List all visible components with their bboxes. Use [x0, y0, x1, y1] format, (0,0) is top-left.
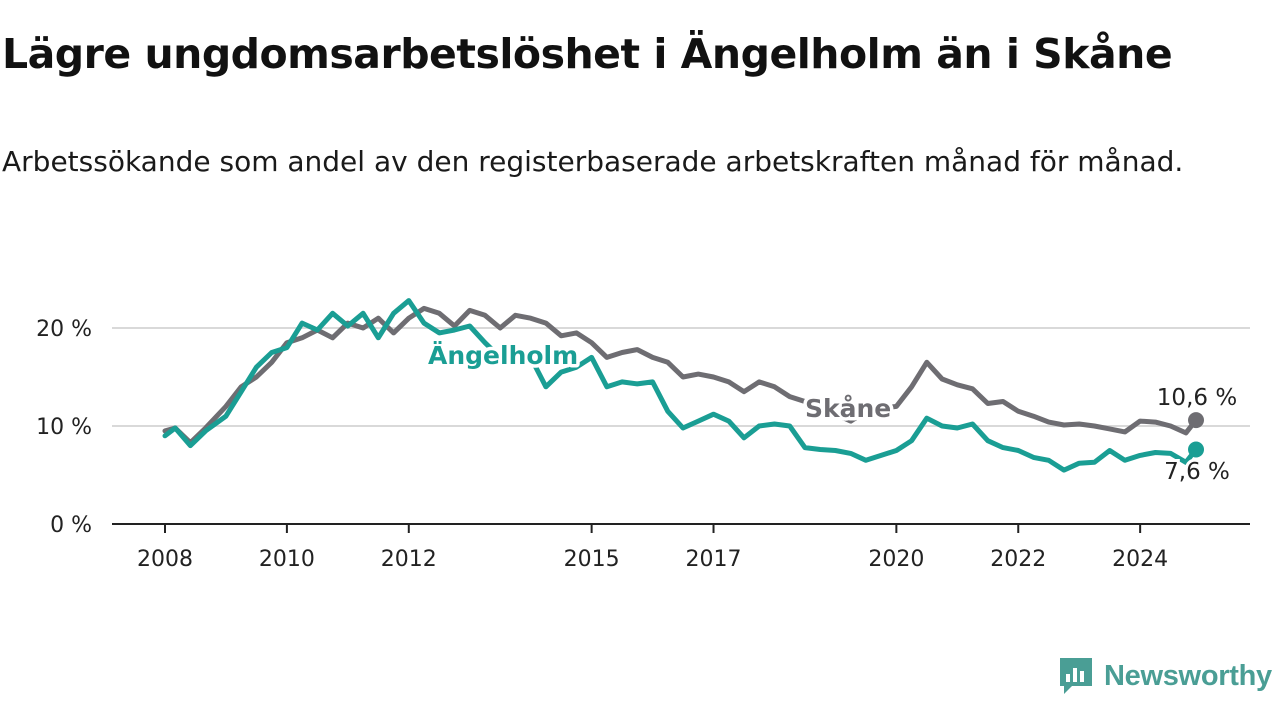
end-point-skane [1188, 412, 1205, 429]
chart-title: Lägre ungdomsarbetslöshet i Ängelholm än… [2, 30, 1173, 78]
x-tick-label: 2008 [137, 547, 193, 572]
end-value-label-skane: 10,6 % [1157, 385, 1237, 411]
brand-footer[interactable]: Newsworthy [1058, 654, 1272, 698]
x-tick-label: 2022 [990, 547, 1046, 572]
y-tick-label: 10 % [36, 415, 92, 440]
chart-subtitle: Arbetssökande som andel av den registerb… [2, 145, 1184, 178]
x-tick-label: 2017 [686, 547, 742, 572]
y-tick-label: 20 % [36, 317, 92, 342]
y-tick-label: 0 % [50, 513, 92, 538]
series-label-skane: Skåne [805, 394, 891, 423]
newsworthy-logo-icon [1060, 658, 1092, 694]
series-label-angelholm: Ängelholm [428, 340, 578, 370]
brand-name: Newsworthy [1104, 659, 1272, 692]
x-tick-label: 2012 [381, 547, 437, 572]
x-tick-label: 2010 [259, 547, 315, 572]
x-tick-label: 2015 [564, 547, 620, 572]
x-tick-label: 2024 [1112, 547, 1168, 572]
end-value-label-angelholm: 7,6 % [1164, 459, 1230, 485]
end-point-angelholm [1188, 441, 1205, 458]
x-tick-label: 2020 [868, 547, 924, 572]
series-line-angelholm [162, 298, 1199, 473]
series-line-skane [162, 305, 1199, 446]
